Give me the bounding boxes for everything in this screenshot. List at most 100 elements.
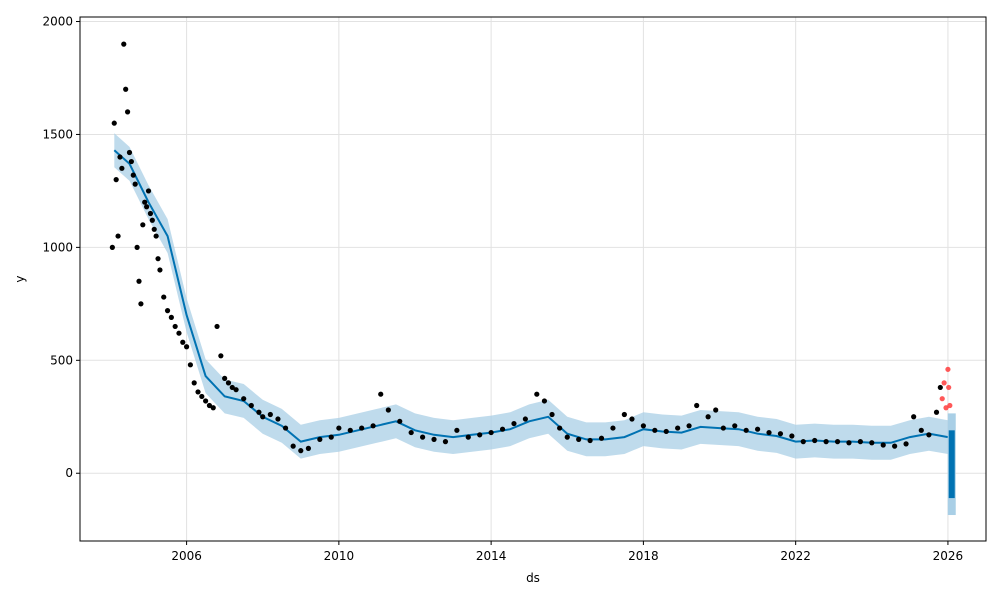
- observed-point: [210, 405, 216, 411]
- observed-point: [121, 41, 127, 47]
- observed-point: [111, 120, 117, 126]
- observed-point: [126, 149, 133, 156]
- observed-point: [499, 426, 506, 432]
- x-tick-label: 2014: [476, 549, 507, 563]
- observed-point: [926, 432, 932, 438]
- observed-point: [431, 436, 437, 442]
- recent-point: [947, 402, 953, 409]
- observed-point: [109, 244, 115, 250]
- observed-point: [397, 418, 403, 424]
- observed-point: [147, 210, 154, 217]
- observed-point: [282, 425, 289, 431]
- observed-point: [117, 154, 123, 160]
- x-tick-label: 2006: [171, 549, 202, 563]
- observed-point: [191, 380, 197, 386]
- observed-point: [151, 226, 157, 232]
- observed-point: [305, 445, 312, 451]
- observed-point: [180, 339, 186, 345]
- observed-point: [138, 301, 144, 307]
- observed-point: [812, 437, 818, 444]
- observed-point: [857, 439, 863, 445]
- observed-point: [183, 344, 190, 350]
- observed-point: [260, 414, 266, 420]
- observed-point: [663, 428, 669, 435]
- observed-point: [823, 439, 829, 445]
- observed-point: [694, 402, 700, 409]
- observed-point: [229, 384, 235, 391]
- y-tick-label: 1500: [42, 127, 73, 141]
- observed-point: [161, 294, 167, 300]
- observed-point: [442, 439, 449, 445]
- y-tick-label: 0: [65, 466, 73, 480]
- forecast-values: [948, 430, 955, 499]
- observed-point: [317, 436, 323, 442]
- observed-point: [541, 398, 548, 404]
- plot-area-frame: [79, 16, 987, 542]
- observed-point: [233, 387, 239, 393]
- observed-point: [549, 411, 555, 418]
- observed-point: [336, 425, 342, 431]
- observed-point: [218, 353, 224, 359]
- recent-point: [946, 384, 952, 391]
- observed-point: [241, 396, 247, 402]
- observed-point: [911, 414, 917, 420]
- observed-point: [115, 233, 121, 239]
- observed-point: [846, 440, 852, 446]
- observed-point: [686, 423, 692, 429]
- observed-point: [610, 425, 616, 431]
- observed-point: [789, 433, 795, 439]
- observed-point: [534, 391, 540, 397]
- observed-point: [720, 425, 726, 431]
- observed-point: [800, 439, 806, 445]
- observed-point: [587, 437, 593, 444]
- observed-point: [128, 158, 134, 165]
- observed-point: [119, 165, 125, 171]
- observed-point: [918, 427, 924, 433]
- observed-point: [652, 427, 658, 433]
- recent-point: [945, 366, 951, 372]
- observed-point: [248, 402, 254, 409]
- observed-point: [222, 375, 228, 381]
- observed-point: [713, 407, 719, 413]
- x-tick-label: 2022: [780, 549, 811, 563]
- observed-point: [328, 434, 334, 440]
- observed-point: [408, 429, 414, 436]
- observed-point: [164, 308, 171, 314]
- observed-point: [290, 443, 296, 449]
- observed-point: [225, 380, 232, 386]
- observed-points: [109, 41, 943, 454]
- observed-point: [144, 204, 150, 210]
- x-tick-label: 2026: [933, 549, 964, 563]
- x-axis-ticks: 2006 2010 2014 2018 2022 2026: [171, 541, 963, 563]
- observed-point: [880, 442, 886, 448]
- observed-point: [275, 416, 281, 422]
- observed-point: [153, 233, 159, 239]
- observed-point: [869, 440, 875, 446]
- observed-point: [142, 199, 148, 205]
- observed-point: [199, 393, 205, 400]
- observed-point: [488, 429, 494, 436]
- observed-point: [598, 435, 605, 441]
- observed-point: [511, 420, 517, 427]
- observed-point: [640, 423, 646, 429]
- grid-lines: [80, 17, 986, 541]
- observed-point: [621, 411, 627, 418]
- observed-point: [130, 172, 136, 178]
- recent-points: [939, 366, 953, 411]
- observed-point: [267, 411, 273, 418]
- observed-point: [629, 416, 635, 422]
- observed-point: [522, 416, 528, 422]
- x-tick-label: 2018: [628, 549, 659, 563]
- observed-point: [454, 427, 460, 433]
- uncertainty-interval: [114, 133, 948, 460]
- observed-point: [359, 425, 365, 431]
- observed-point: [140, 222, 146, 228]
- x-tick-label: 2010: [324, 549, 355, 563]
- observed-point: [754, 426, 761, 432]
- y-axis-label: y: [13, 275, 27, 282]
- observed-point: [834, 439, 841, 445]
- recent-point: [941, 380, 947, 386]
- y-tick-label: 1000: [42, 240, 73, 254]
- forecast-line-path: [113, 149, 949, 444]
